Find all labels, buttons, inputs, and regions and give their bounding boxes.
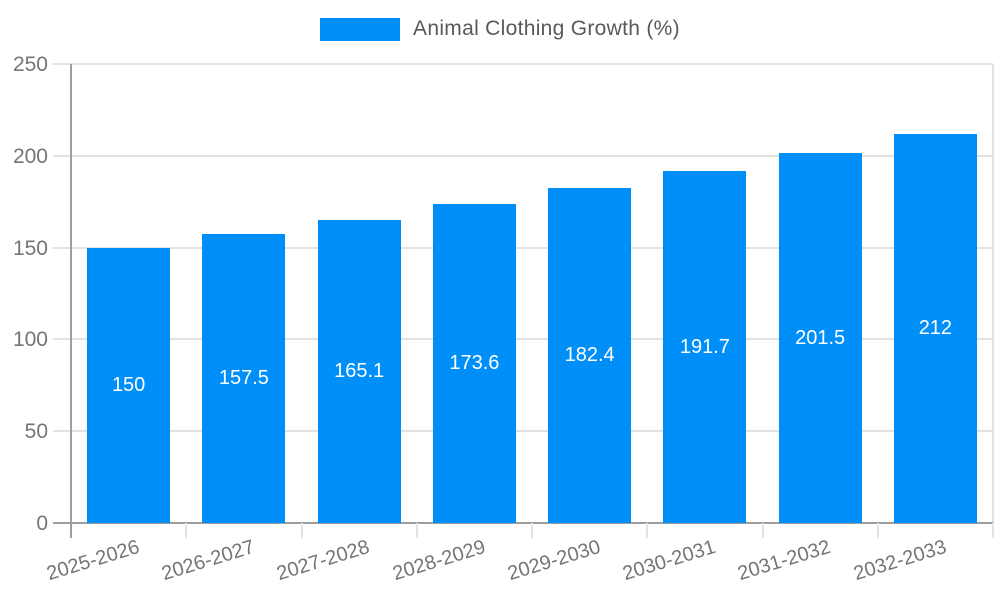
y-tick-label: 250 [12,53,48,76]
x-tick-mark [300,523,303,538]
x-axis-label: 2025-2026 [44,536,143,586]
bar-value-label: 201.5 [795,326,846,349]
bar-value-label: 165.1 [334,359,385,382]
x-tick-mark [992,523,994,538]
bar-value-label: 157.5 [218,366,269,389]
grid-line [53,63,993,65]
grid-line [53,246,993,249]
bar[interactable]: 182.4 [548,188,632,523]
bar-value-label: 212 [918,316,953,339]
legend[interactable]: Animal Clothing Growth (%) [0,17,1000,41]
x-tick-mark [415,523,418,538]
legend-swatch [320,17,401,41]
x-axis-label: 2031-2032 [735,536,834,586]
x-axis-label: 2027-2028 [274,536,373,586]
bar-value-label: 173.6 [449,352,500,375]
x-axis-label: 2032-2033 [850,536,949,586]
y-tick-label: 50 [24,420,48,444]
y-tick-label: 0 [36,512,48,535]
bar[interactable]: 191.7 [663,171,747,523]
bar-value-label: 182.4 [564,344,615,367]
grid-line [53,154,993,157]
y-tick-label: 150 [12,236,48,260]
x-tick-mark [876,523,879,538]
x-axis-label: 2030-2031 [620,536,719,586]
plot-right-border [992,64,994,523]
grid-line [53,430,993,433]
x-tick-mark [646,523,649,538]
y-axis-line [70,64,72,538]
x-axis-label: 2029-2030 [505,536,604,586]
bar[interactable]: 157.5 [202,233,286,523]
bar[interactable]: 201.5 [778,153,862,523]
grid-line [53,338,993,341]
y-tick-label: 100 [12,328,48,352]
bar[interactable]: 150 [87,247,171,523]
bar-value-label: 191.7 [679,335,730,358]
y-tick-label: 200 [12,144,48,168]
x-tick-mark [185,523,188,538]
x-axis-label: 2028-2029 [389,536,488,586]
x-tick-mark [761,523,764,538]
legend-label: Animal Clothing Growth (%) [413,17,680,40]
bar-value-label: 150 [111,373,146,396]
bar[interactable]: 173.6 [432,204,516,523]
bar[interactable]: 212 [893,133,977,523]
bar[interactable]: 165.1 [317,219,401,523]
x-tick-mark [531,523,533,538]
x-axis-line [53,522,993,524]
x-axis-label: 2026-2027 [159,536,258,586]
